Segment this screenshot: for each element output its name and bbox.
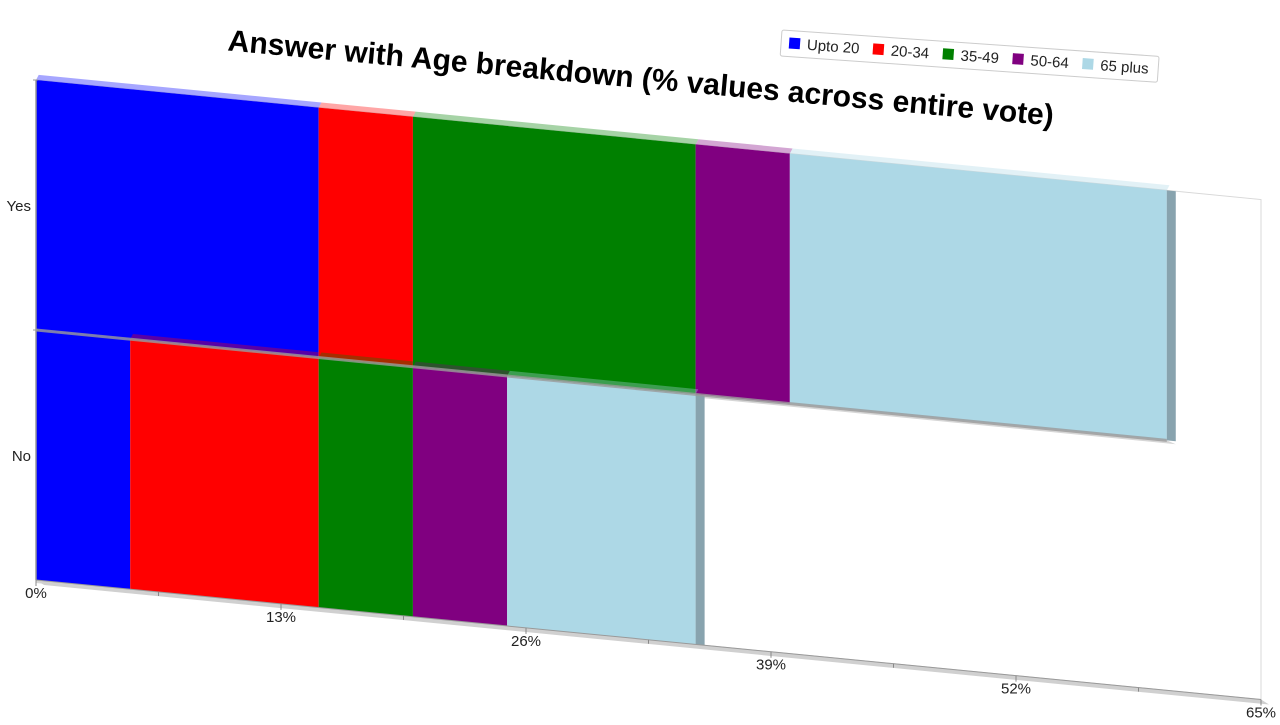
bar-front-face xyxy=(412,366,508,626)
bar-front-face xyxy=(36,330,131,590)
legend-label: Upto 20 xyxy=(806,37,860,58)
bar-segment xyxy=(318,352,416,617)
x-tick-label: 0% xyxy=(25,585,47,602)
x-tick-label: 52% xyxy=(1001,681,1031,698)
bar-front-face xyxy=(695,144,790,404)
legend-box: Upto 20 20-34 35-49 50-64 65 plus xyxy=(779,29,1160,83)
bar-top-face xyxy=(412,111,699,145)
legend-item: 65 plus xyxy=(1082,57,1149,78)
bar-front-face xyxy=(36,80,319,358)
bar-segment xyxy=(318,102,416,367)
x-axis-floor xyxy=(36,580,1269,705)
legend-label: 35-49 xyxy=(960,48,999,68)
bar-segment xyxy=(412,111,699,395)
x-tick-label: 13% xyxy=(266,609,296,626)
bar-end-face xyxy=(1166,190,1176,442)
category-label: No xyxy=(12,448,31,465)
bar-end-face xyxy=(695,394,705,646)
legend-swatch xyxy=(1082,58,1094,70)
legend-item: Upto 20 xyxy=(788,37,860,58)
bar-segment xyxy=(130,334,322,608)
category-divider xyxy=(36,328,1167,442)
bar-segment xyxy=(695,139,793,404)
legend-swatch xyxy=(1012,53,1024,65)
bar-front-face xyxy=(789,153,1167,441)
legend: Upto 20 20-34 35-49 50-64 65 plus xyxy=(779,29,1160,83)
bar-front-face xyxy=(130,339,319,608)
bar-front-face xyxy=(318,357,413,617)
axes: Yes No 0% 13% 26% 39% 52% 65% xyxy=(7,79,1276,722)
bar-segment xyxy=(36,324,133,590)
legend-swatch xyxy=(942,48,955,61)
bar-top-face xyxy=(318,102,416,117)
bar-front-face xyxy=(507,375,696,645)
bar-top-face xyxy=(36,74,322,108)
bar-segment xyxy=(789,148,1170,441)
x-tick-label: 26% xyxy=(511,633,541,650)
bar-segment xyxy=(507,370,699,645)
legend-label: 50-64 xyxy=(1030,52,1069,72)
bar-top-face xyxy=(789,148,1170,191)
legend-item: 50-64 xyxy=(1012,52,1069,72)
bar-segment xyxy=(412,361,510,626)
bar-segment xyxy=(36,74,322,358)
legend-frame xyxy=(779,29,1160,83)
bar-front-face xyxy=(412,116,696,395)
legend-swatch xyxy=(872,43,885,56)
legend-label: 65 plus xyxy=(1100,57,1149,77)
category-label: Yes xyxy=(7,198,31,215)
legend-item: 35-49 xyxy=(942,48,999,68)
legend-swatch xyxy=(788,37,801,50)
x-tick-label: 39% xyxy=(756,657,786,674)
bar-front-face xyxy=(318,107,413,367)
bar-top-face xyxy=(695,139,793,154)
x-tick-label: 65% xyxy=(1246,705,1276,720)
legend-label: 20-34 xyxy=(890,43,929,63)
legend-item: 20-34 xyxy=(872,43,930,63)
